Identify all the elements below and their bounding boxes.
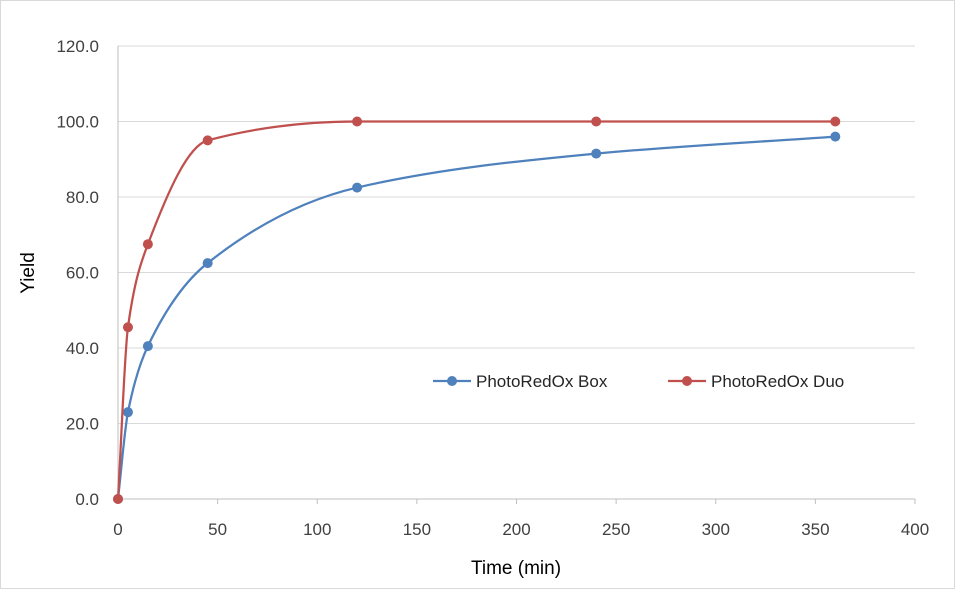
x-tick-label: 50	[208, 520, 227, 539]
x-tick-label: 0	[113, 520, 122, 539]
x-tick-label: 300	[702, 520, 730, 539]
x-tick-label: 400	[901, 520, 929, 539]
series-1	[113, 116, 841, 504]
y-tick-label: 120.0	[56, 37, 99, 56]
y-tick-label: 40.0	[66, 339, 99, 358]
axes	[117, 46, 916, 504]
legend-item: PhotoRedOx Box	[433, 372, 608, 391]
legend-marker	[447, 376, 457, 386]
data-point	[122, 407, 133, 418]
data-point	[202, 135, 213, 146]
data-point	[352, 116, 363, 127]
x-axis-title: Time (min)	[471, 558, 561, 579]
data-point	[122, 322, 133, 333]
series-group	[113, 116, 841, 504]
y-tick-label: 80.0	[66, 188, 99, 207]
data-point	[142, 239, 153, 250]
series-line	[116, 120, 836, 500]
gridlines	[118, 45, 915, 424]
legend-label: PhotoRedOx Duo	[711, 372, 844, 391]
legend-marker	[682, 376, 692, 386]
y-tick-labels: 0.0 20.0 40.0 60.0 80.0 100.0 120.0	[56, 37, 99, 509]
data-point	[830, 116, 841, 127]
series-line	[116, 135, 836, 500]
y-axis-title: Yield	[18, 252, 39, 294]
y-tick-label: 60.0	[66, 264, 99, 283]
series-0	[113, 131, 841, 504]
data-point	[591, 148, 602, 159]
x-tick-label: 200	[502, 520, 530, 539]
x-tick-label: 150	[403, 520, 431, 539]
data-point	[352, 182, 363, 193]
x-tick-label: 250	[602, 520, 630, 539]
data-point	[142, 341, 153, 352]
legend: PhotoRedOx Box PhotoRedOx Duo	[433, 372, 844, 391]
x-tick-labels: 0 50 100 150 200 250 300 350 400	[113, 520, 929, 539]
legend-item: PhotoRedOx Duo	[668, 372, 844, 391]
data-point	[830, 131, 841, 142]
data-point	[113, 494, 123, 504]
data-point	[591, 116, 602, 127]
x-tick-label: 350	[801, 520, 829, 539]
legend-label: PhotoRedOx Box	[476, 372, 608, 391]
y-tick-label: 20.0	[66, 415, 99, 434]
y-tick-label: 0.0	[75, 490, 99, 509]
data-point	[202, 258, 213, 269]
x-tick-label: 100	[303, 520, 331, 539]
y-tick-label: 100.0	[56, 113, 99, 132]
